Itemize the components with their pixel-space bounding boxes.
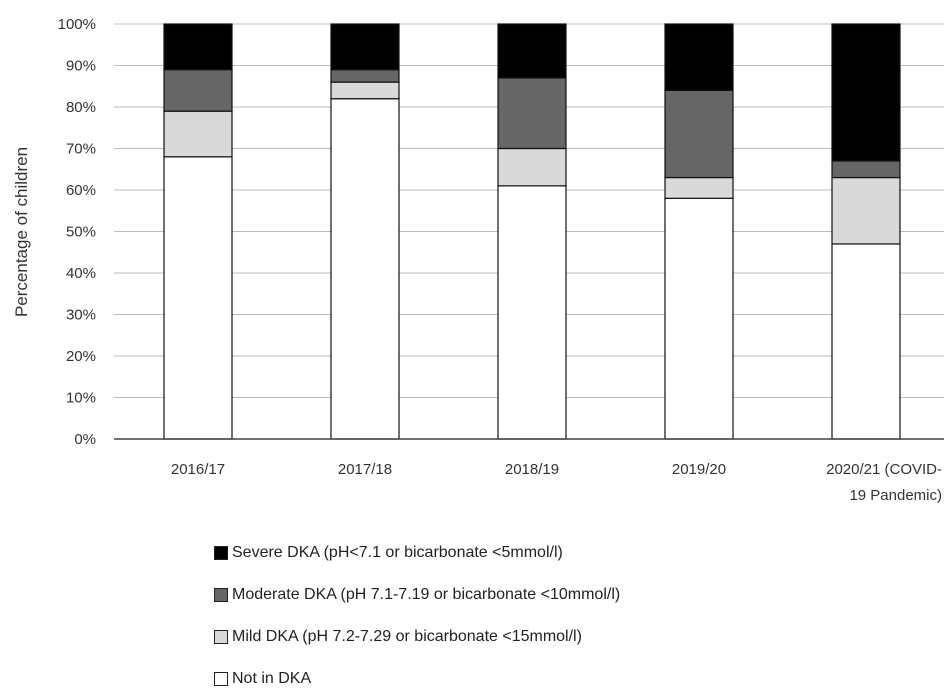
bar-segment [330, 23, 400, 71]
legend-label: Not in DKA [232, 670, 312, 687]
legend-label: Moderate DKA (pH 7.1-7.19 or bicarbonate… [232, 586, 621, 603]
legend-swatch [214, 630, 228, 644]
y-tick-label: 70% [66, 141, 96, 158]
bar-segment [664, 89, 734, 179]
x-tick-label: 2019/20 [672, 461, 726, 478]
bar-segment [664, 197, 734, 440]
x-tick-label: 2018/19 [505, 461, 559, 478]
y-tick-label: 80% [66, 99, 96, 116]
x-tick-label: 2020/21 (COVID- [826, 461, 942, 478]
bar-segment [831, 160, 901, 179]
x-axis-ticks: 2016/17 2017/18 2018/19 2019/20 2020/21 (COV… [171, 461, 942, 504]
legend-swatch [214, 546, 228, 560]
legend-swatch [214, 588, 228, 602]
y-tick-label: 10% [66, 390, 96, 407]
y-tick-label: 30% [66, 307, 96, 324]
x-tick-label: 2016/17 [171, 461, 225, 478]
stacked-bar-chart: 0% 10% 20% 30% 40% 50% 60% 70% 80% 90% 100% 2016/1… [12, 16, 944, 504]
bar-segment [497, 77, 567, 150]
bar-segment [330, 69, 400, 83]
x-tick-label: 19 Pandemic) [849, 487, 942, 504]
bar-segment [163, 23, 233, 71]
legend-item: Not in DKA [214, 658, 620, 700]
bar-segment [831, 176, 901, 245]
bar-segment [163, 69, 233, 112]
y-tick-label: 0% [74, 431, 96, 448]
y-tick-label: 90% [66, 58, 96, 75]
bar-segment [664, 23, 734, 92]
legend-item: Moderate DKA (pH 7.1-7.19 or bicarbonate… [214, 574, 620, 616]
legend-swatch [214, 672, 228, 686]
bar-segment [163, 110, 233, 158]
legend-item: Severe DKA (pH<7.1 or bicarbonate <5mmol… [214, 532, 620, 574]
y-tick-label: 60% [66, 182, 96, 199]
bar-segment [330, 98, 400, 440]
legend-item: Mild DKA (pH 7.2-7.29 or bicarbonate <15… [214, 616, 620, 658]
x-tick-label: 2017/18 [338, 461, 392, 478]
y-tick-label: 40% [66, 265, 96, 282]
y-axis-label: Percentage of children [12, 147, 31, 317]
y-axis-ticks: 0% 10% 20% 30% 40% 50% 60% 70% 80% 90% 100% [58, 16, 96, 448]
y-tick-label: 100% [58, 16, 96, 33]
bar-segment [831, 23, 901, 162]
bar-segment [497, 23, 567, 79]
bar-segment [163, 156, 233, 440]
legend-label: Severe DKA (pH<7.1 or bicarbonate <5mmol… [232, 544, 563, 561]
legend: Severe DKA (pH<7.1 or bicarbonate <5mmol… [214, 532, 620, 700]
bar-segment [497, 147, 567, 187]
legend-label: Mild DKA (pH 7.2-7.29 or bicarbonate <15… [232, 628, 582, 645]
y-tick-label: 20% [66, 348, 96, 365]
bar-segment [497, 185, 567, 440]
bar-segment [664, 176, 734, 199]
bar-segment [330, 81, 400, 100]
bar-segment [831, 243, 901, 440]
bars [163, 23, 901, 440]
y-tick-label: 50% [66, 224, 96, 241]
